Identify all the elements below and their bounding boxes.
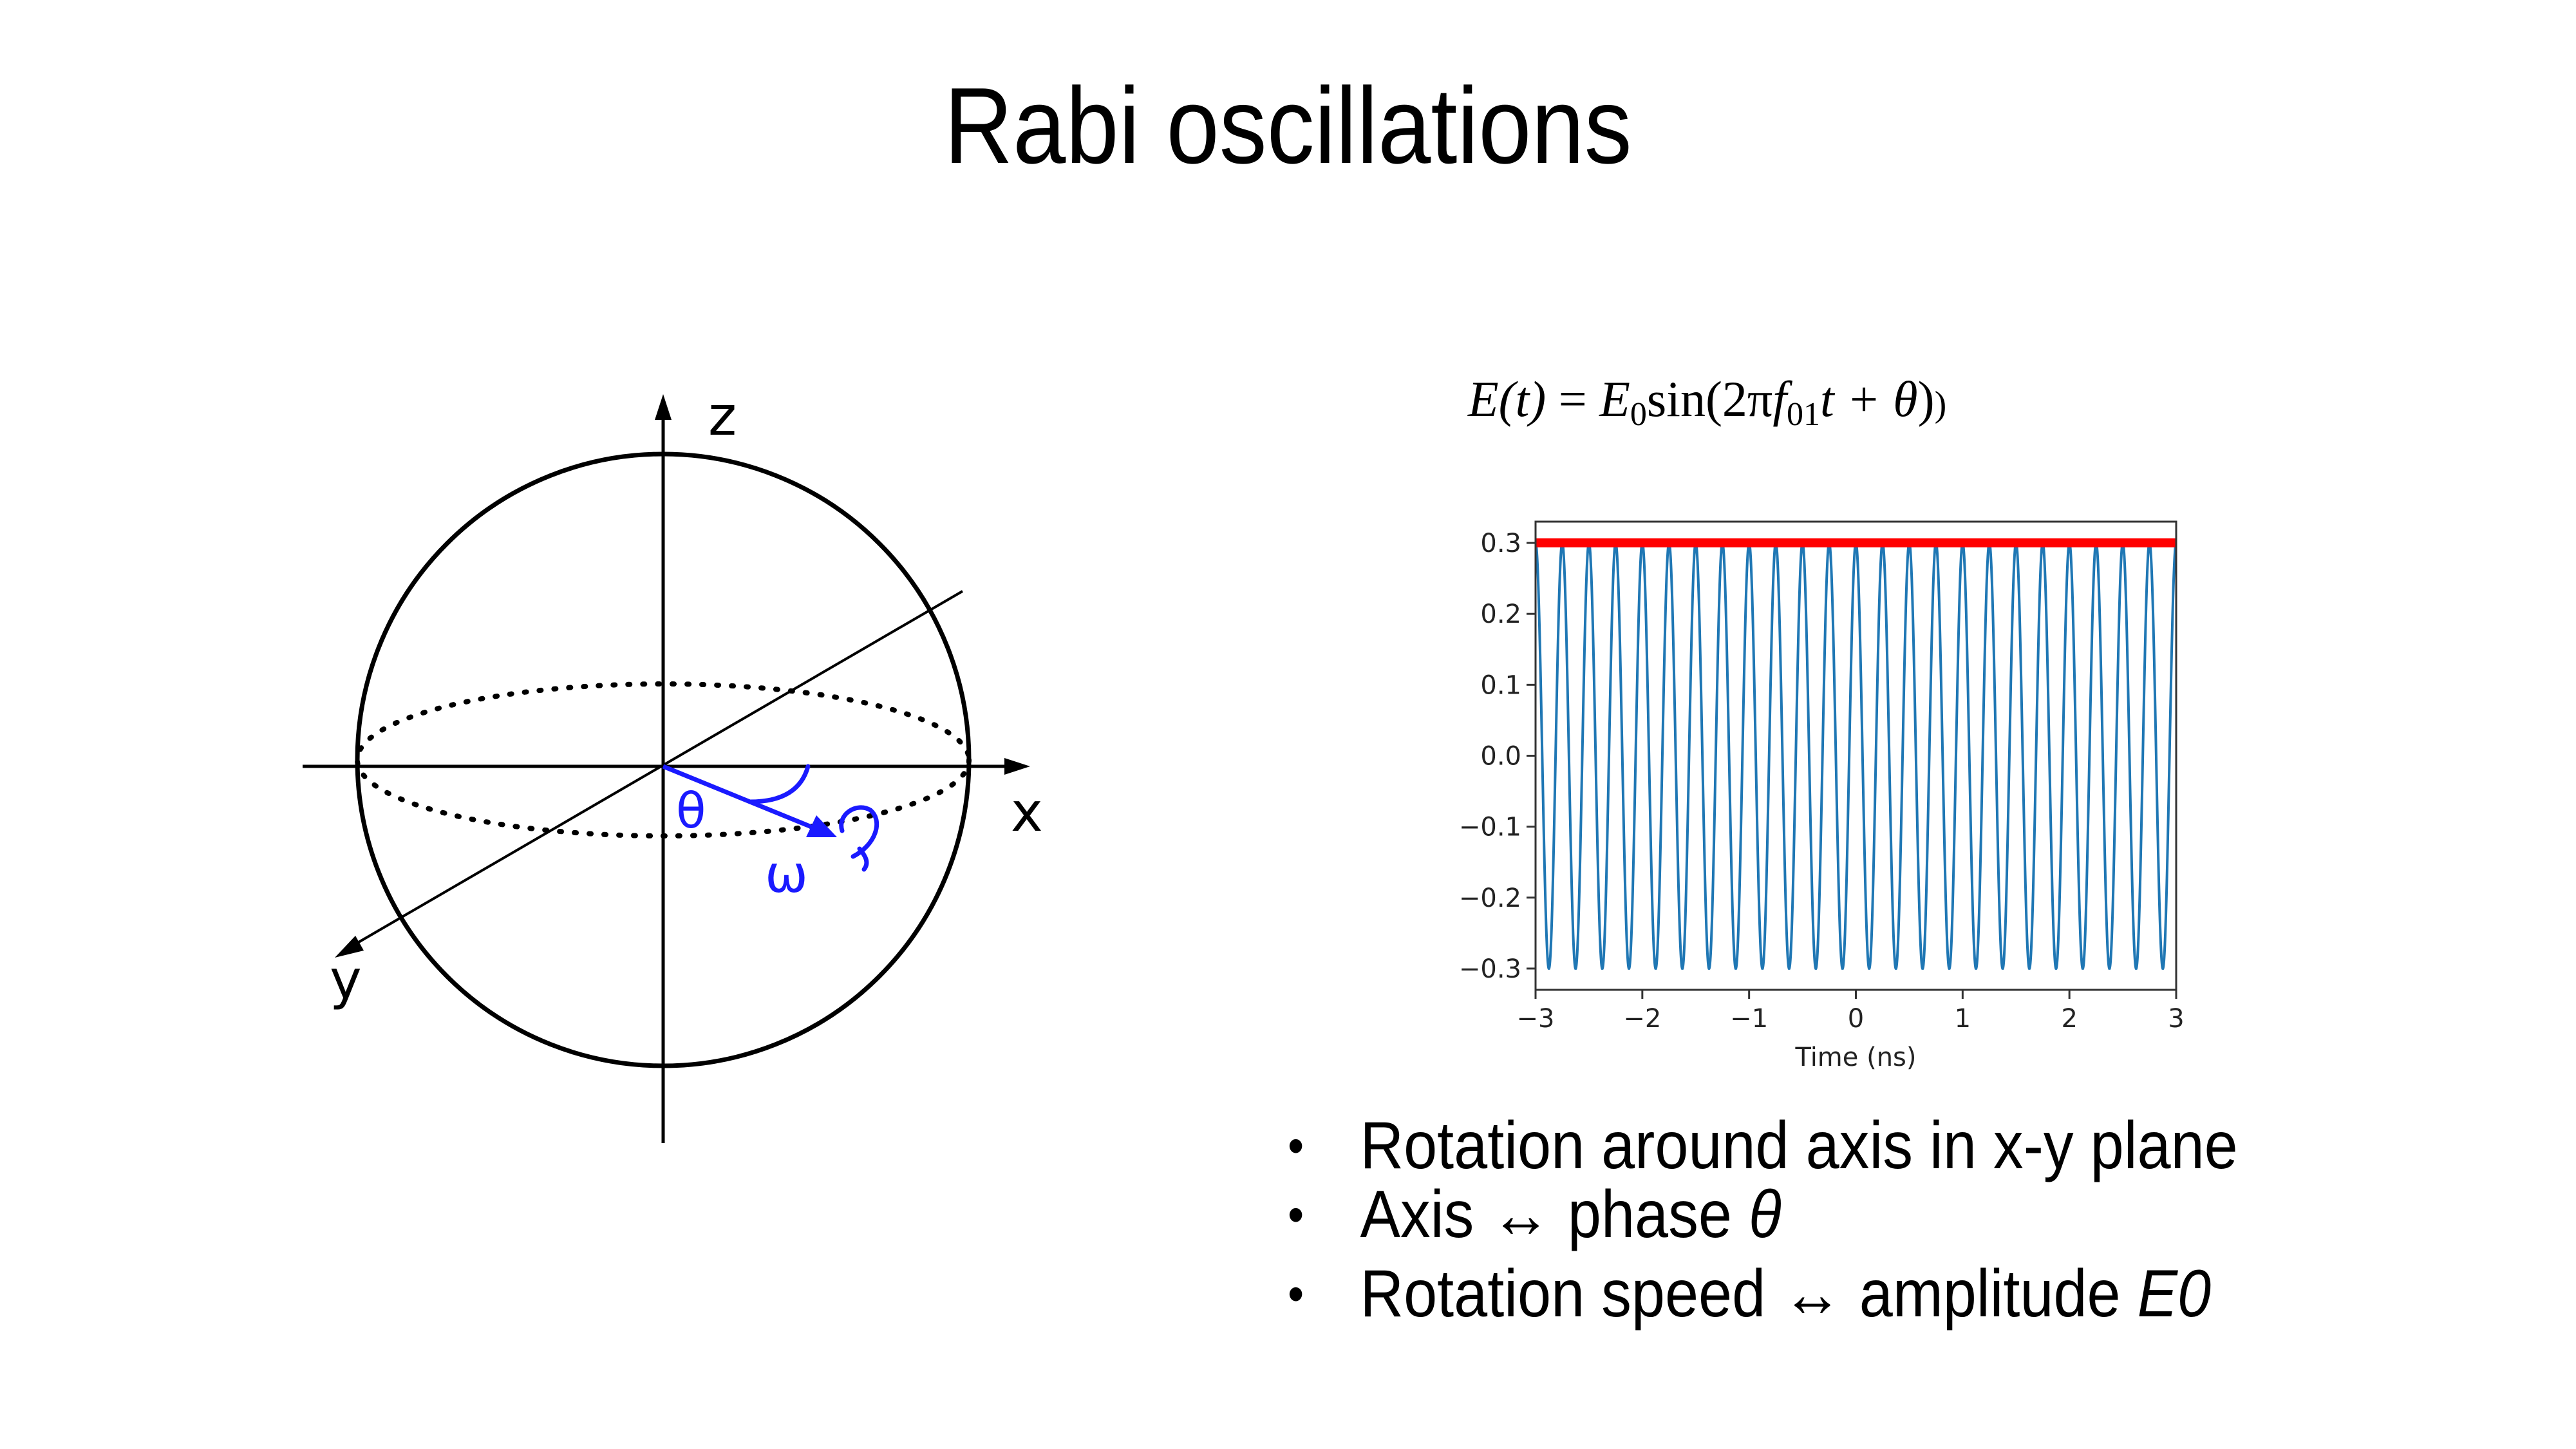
chart-x-tick-label: 2 xyxy=(2061,1004,2077,1034)
chart-x-axis-label: Time (ns) xyxy=(1794,1043,1916,1072)
z-axis-arrow-icon xyxy=(655,394,672,420)
slide-title: Rabi oscillations xyxy=(944,65,1632,186)
chart-x-tick-label: −1 xyxy=(1730,1004,1768,1034)
formula-tail: t + θ xyxy=(1819,371,1918,427)
y-axis xyxy=(350,590,964,948)
oscillation-chart-svg: 0.3 0.2 0.1 0.0 −0.1 −0.2 −0.3 −3 −2 −1 0 1 2 3 Time… xyxy=(1459,520,2185,1072)
z-axis-label: z xyxy=(708,384,737,448)
y-axis-arrow-icon xyxy=(335,936,364,958)
angle-arc-icon xyxy=(747,764,811,804)
chart-x-tick-label: −2 xyxy=(1623,1004,1661,1034)
chart-plot-area xyxy=(1534,520,2177,991)
bullet-item: Rotation around axis in x-y plane xyxy=(1288,1108,2238,1184)
chart-y-tick-label: −0.1 xyxy=(1459,813,1521,842)
bullet-list: Rotation around axis in x-y plane Axis ↔… xyxy=(1288,1108,2344,1336)
formula-close: ) xyxy=(1917,371,1935,427)
chart-x-ticks: −3 −2 −1 0 1 2 3 xyxy=(1517,990,2185,1034)
chart-y-tick-label: −0.3 xyxy=(1459,954,1521,984)
chart-y-tick-label: 0.3 xyxy=(1480,529,1521,558)
chart-x-tick-label: 1 xyxy=(1955,1004,1971,1034)
chart-y-tick-label: −0.2 xyxy=(1459,884,1521,913)
rotation-arrow-tail-icon xyxy=(857,846,869,872)
y-axis-label: y xyxy=(330,948,362,1011)
formula-amplitude: E xyxy=(1599,371,1630,427)
chart-x-tick-label: 3 xyxy=(2168,1004,2184,1034)
bullet-item: Rotation speed ↔ amplitude E0 xyxy=(1288,1252,2238,1336)
x-axis-label: x xyxy=(1011,781,1043,844)
omega-label: ω xyxy=(765,844,808,904)
chart-y-ticks: 0.3 0.2 0.1 0.0 −0.1 −0.2 −0.3 xyxy=(1459,529,1536,984)
chart-y-tick-label: 0.1 xyxy=(1480,670,1521,700)
formula-function: sin(2π xyxy=(1646,371,1773,427)
rotation-vector xyxy=(662,764,822,833)
rotation-vector-arrow-icon xyxy=(806,815,837,837)
field-formula: E(t) = E0sin(2πf01t + θ)) xyxy=(1468,364,1946,450)
chart-x-tick-label: −3 xyxy=(1517,1004,1555,1034)
bullet-italic: θ xyxy=(1748,1177,1782,1252)
oscillation-chart: 0.3 0.2 0.1 0.0 −0.1 −0.2 −0.3 −3 −2 −1 0 1 2 3 Time… xyxy=(1416,502,2215,1082)
chart-y-tick-label: 0.2 xyxy=(1480,600,1521,629)
oscillation-series-line xyxy=(1534,540,2177,970)
chart-y-tick-label: 0.0 xyxy=(1480,742,1521,772)
bullet-italic: E0 xyxy=(2137,1256,2212,1331)
formula-amplitude-sub: 0 xyxy=(1630,396,1647,433)
formula-lhs: E(t) xyxy=(1468,371,1547,427)
theta-label: θ xyxy=(676,782,706,839)
bullet-text: Axis ↔ phase xyxy=(1360,1177,1749,1252)
formula-frequency: f xyxy=(1772,371,1787,427)
rotation-arrow-icon xyxy=(839,805,879,859)
chart-x-tick-label: 0 xyxy=(1848,1004,1864,1034)
x-axis-arrow-icon xyxy=(1004,758,1030,775)
bullet-item: Axis ↔ phase θ xyxy=(1288,1181,2238,1248)
bullet-text: Rotation speed ↔ amplitude xyxy=(1360,1256,2138,1331)
formula-equals: = xyxy=(1546,371,1600,427)
formula-frequency-sub: 01 xyxy=(1786,396,1820,433)
bullet-text: Rotation around axis in x-y plane xyxy=(1360,1108,2238,1183)
formula-extra-paren: ) xyxy=(1934,384,1947,424)
